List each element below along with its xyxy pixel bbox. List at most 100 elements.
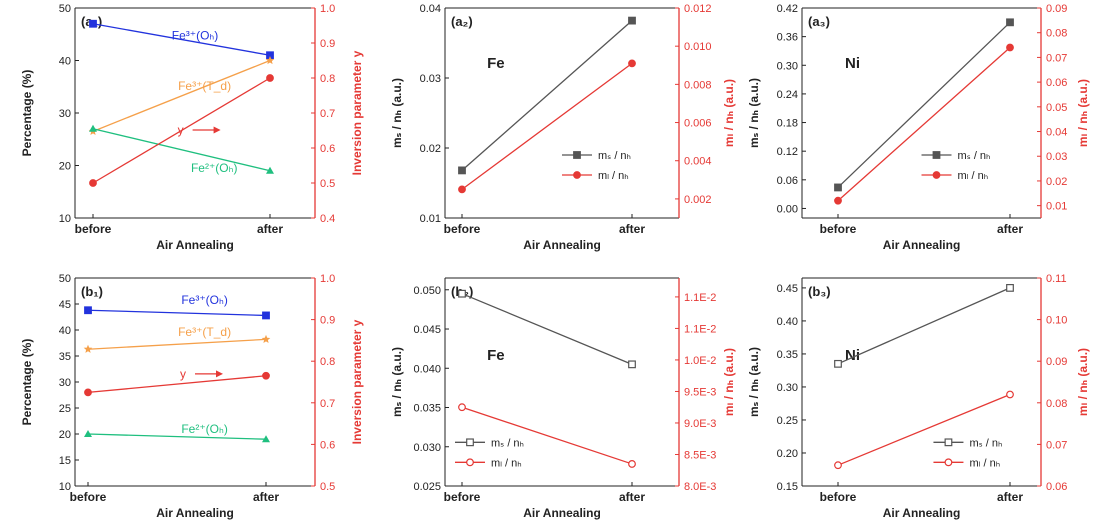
right-y-tick-label: 1.1E-2 — [684, 323, 716, 335]
right-y-tick-label: 0.08 — [1046, 398, 1067, 410]
element-label: Ni — [845, 55, 860, 72]
left-y-tick-label: 40 — [59, 56, 71, 68]
left-y-tick-label: 50 — [59, 273, 71, 285]
right-y-tick-label: 0.8 — [320, 73, 335, 85]
series-line — [461, 406, 633, 465]
right-y-tick-label: 0.004 — [684, 156, 712, 168]
legend-label: mₗ / nₕ — [598, 170, 629, 182]
left-y-tick-label: 0.040 — [413, 363, 441, 375]
chart-panel-b1: 10 15 20 25 30 35 40 45 50 0.5 0.6 0.7 0.8 0.9 1.0 befo… — [20, 273, 364, 520]
left-y-tick-label: 30 — [59, 377, 71, 389]
series-line — [837, 287, 1011, 365]
legend-marker — [944, 438, 953, 447]
left-y-tick-label: 0.18 — [777, 118, 798, 130]
x-tick-label: after — [997, 222, 1023, 236]
left-y-tick-label: 0.01 — [420, 213, 441, 225]
series-annotation: Fe³⁺(Oₕ) — [172, 29, 219, 43]
panel-label: (a₃) — [808, 14, 830, 29]
left-y-axis-title: mₛ / nₕ (a.u.) — [747, 347, 761, 417]
x-axis-title: Air Annealing — [523, 506, 601, 520]
x-tick-label: after — [619, 222, 645, 236]
series-line — [837, 393, 1011, 466]
x-tick-label: after — [619, 490, 645, 504]
chart-panel-a1: 10 20 30 40 50 0.4 0.5 0.6 0.7 0.8 0.9 1.0 before aft… — [20, 3, 364, 252]
x-axis-title: Air Annealing — [156, 506, 234, 520]
data-point — [834, 359, 842, 368]
left-y-tick-label: 30 — [59, 108, 71, 120]
left-y-tick-label: 0.06 — [777, 175, 798, 187]
right-y-tick-label: 0.07 — [1046, 52, 1067, 64]
left-y-tick-label: 20 — [59, 429, 71, 441]
left-y-tick-label: 0.36 — [777, 32, 798, 44]
data-point — [262, 311, 270, 320]
legend-marker — [932, 171, 941, 179]
right-y-axis-title: mₗ / nₕ (a.u.) — [722, 79, 736, 147]
right-y-tick-label: 0.03 — [1046, 151, 1067, 163]
data-point — [89, 124, 97, 132]
legend-label: mₗ / nₕ — [958, 170, 989, 182]
right-y-tick-label: 0.11 — [1046, 273, 1067, 285]
left-y-tick-label: 20 — [59, 161, 71, 173]
x-axis-title: Air Annealing — [523, 238, 601, 252]
right-y-tick-label: 0.8 — [320, 356, 335, 368]
series-line — [837, 47, 1011, 202]
series-line — [87, 433, 267, 440]
series-line — [92, 23, 271, 56]
x-tick-label: before — [820, 490, 857, 504]
legend-marker — [573, 171, 581, 179]
data-point — [628, 16, 636, 25]
data-point — [84, 388, 92, 397]
data-point — [1006, 18, 1014, 27]
left-y-tick-label: 45 — [59, 299, 71, 311]
right-y-tick-label: 0.006 — [684, 118, 712, 130]
right-y-tick-label: 0.09 — [1046, 3, 1067, 15]
data-point — [1006, 43, 1014, 52]
left-y-tick-label: 0.30 — [777, 382, 798, 394]
chart-panel-b2: 0.025 0.030 0.035 0.040 0.045 0.050 8.0E-3 8.5E… — [390, 277, 736, 520]
data-point — [266, 166, 274, 174]
chart-panel-a3: 0.00 0.06 0.12 0.18 0.24 0.30 0.36 0.42 0.01 0.02… — [747, 3, 1090, 252]
x-tick-label: after — [253, 490, 279, 504]
data-point — [834, 461, 842, 470]
right-y-tick-label: 1.0 — [320, 273, 335, 285]
series-annotation: Fe³⁺(T_d) — [178, 325, 231, 339]
right-y-tick-label: 0.02 — [1046, 176, 1067, 188]
legend-label: mₛ / nₕ — [598, 150, 631, 162]
right-y-tick-label: 0.008 — [684, 79, 712, 91]
data-point — [1006, 390, 1014, 399]
data-point — [84, 306, 92, 315]
left-y-tick-label: 0.30 — [777, 60, 798, 72]
left-y-tick-label: 10 — [59, 213, 71, 225]
right-y-tick-label: 0.5 — [320, 178, 335, 190]
right-y-tick-label: 0.07 — [1046, 439, 1067, 451]
legend-label: mₛ / nₕ — [491, 437, 524, 449]
data-point — [458, 289, 466, 298]
left-y-tick-label: 0.035 — [413, 403, 441, 415]
left-y-axis-title: Percentage (%) — [20, 70, 34, 157]
series-annotation: Fe²⁺(Oₕ) — [181, 422, 228, 436]
data-point — [834, 183, 842, 192]
left-y-tick-label: 0.030 — [413, 442, 441, 454]
left-y-tick-label: 0.025 — [413, 481, 441, 493]
x-tick-label: after — [257, 222, 283, 236]
data-point — [261, 334, 271, 343]
right-y-axis-title: mₗ / nₕ (a.u.) — [1076, 79, 1090, 147]
right-y-tick-label: 1.1E-2 — [684, 292, 716, 304]
right-y-axis-title: Inversion parameter y — [350, 50, 364, 175]
data-point — [834, 196, 842, 205]
left-y-tick-label: 25 — [59, 403, 71, 415]
series-annotation: y — [180, 367, 186, 381]
series-annotation: y — [178, 123, 184, 137]
x-axis-title: Air Annealing — [883, 506, 961, 520]
left-y-tick-label: 0.25 — [777, 415, 798, 427]
right-y-tick-label: 0.06 — [1046, 77, 1067, 89]
data-point — [628, 360, 636, 369]
element-label: Fe — [487, 347, 505, 364]
x-axis-title: Air Annealing — [883, 238, 961, 252]
arrow-head — [213, 126, 221, 134]
right-y-tick-label: 0.6 — [320, 143, 335, 155]
x-tick-label: before — [820, 222, 857, 236]
right-y-tick-label: 1.0 — [320, 3, 335, 15]
arrow-head — [216, 370, 223, 378]
left-y-tick-label: 0.20 — [777, 448, 798, 460]
